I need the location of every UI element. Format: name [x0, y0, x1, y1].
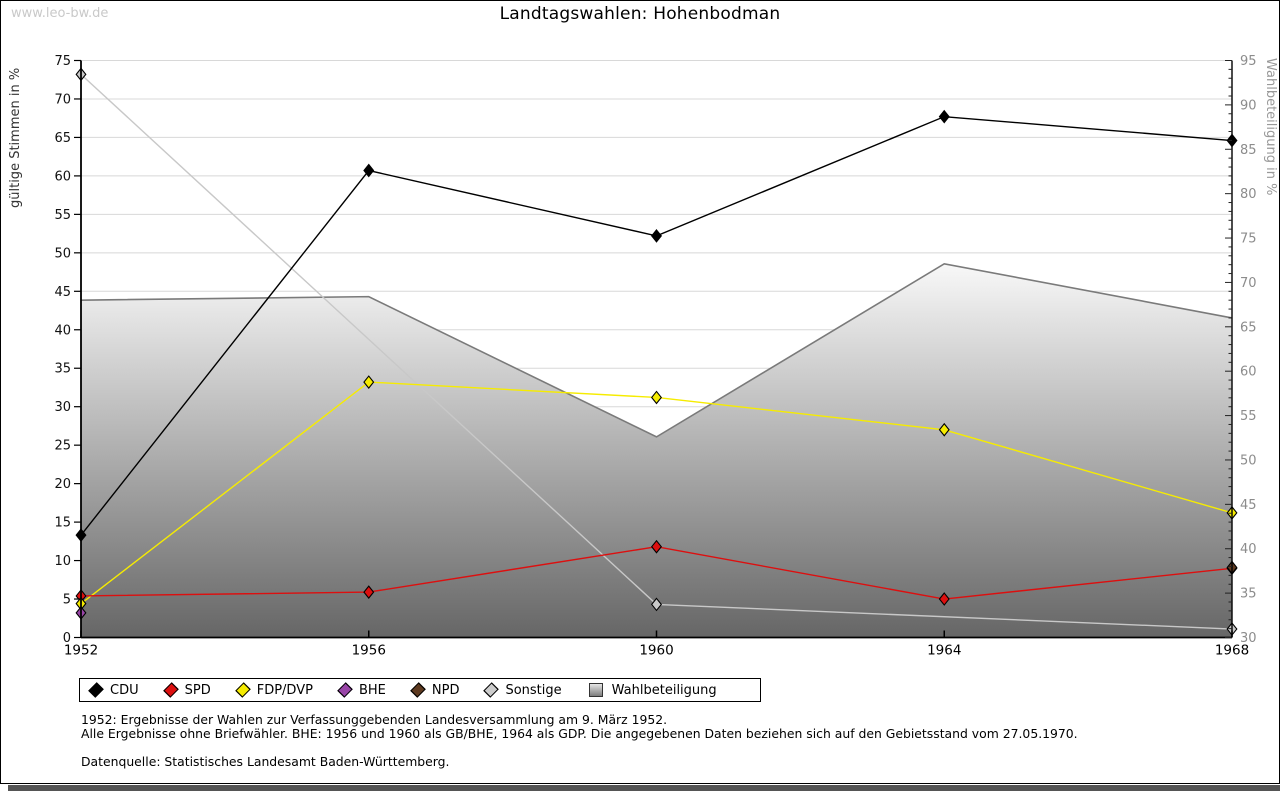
legend-diamond-icon: [88, 682, 104, 698]
y-axis-left-tick-label: 5: [63, 593, 71, 608]
y-axis-right-title: Wahlbeteiligung in %: [1263, 58, 1278, 196]
footnotes: 1952: Ergebnisse der Wahlen zur Verfassu…: [81, 713, 1078, 769]
legend-item-label: SPD: [184, 682, 211, 698]
y-axis-left-title: gültige Stimmen in %: [8, 67, 23, 208]
x-axis-year-label: 1968: [1215, 643, 1249, 659]
y-axis-right-tick-label: 40: [1240, 542, 1257, 557]
y-axis-right-tick-label: 30: [1240, 631, 1257, 646]
legend-item-label: NPD: [431, 682, 460, 698]
data-point-cdu-1964: [938, 109, 950, 124]
footnote-source: Datenquelle: Statistisches Landesamt Bad…: [81, 754, 450, 769]
legend-item-wahlbeteiligung: Wahlbeteiligung: [588, 682, 717, 698]
watermark-link: www.leo-bw.de: [11, 6, 109, 21]
y-axis-left-tick-label: 55: [54, 208, 71, 223]
legend-gradient-swatch-icon: [588, 683, 603, 697]
legend-item-label: BHE: [358, 682, 386, 698]
y-axis-left-tick-label: 45: [54, 285, 71, 300]
y-axis-left-tick-label: 20: [54, 477, 71, 492]
data-point-cdu-1960: [650, 229, 663, 243]
data-point-cdu-1956: [363, 163, 375, 178]
legend-item-label: CDU: [110, 682, 139, 698]
y-axis-right-tick-label: 95: [1240, 54, 1257, 69]
chart-title: Landtagswahlen: Hohenbodman: [499, 4, 781, 24]
y-axis-left-tick-label: 0: [63, 631, 71, 646]
legend-item-bhe: BHE: [337, 682, 386, 698]
x-axis-year-label: 1964: [927, 643, 961, 659]
y-axis-right-tick-label: 45: [1240, 498, 1257, 513]
y-axis-right-tick-label: 50: [1240, 453, 1257, 468]
legend-item-label: FDP/DVP: [256, 682, 313, 698]
y-axis-left-tick-label: 70: [54, 92, 71, 107]
legend-item-cdu: CDU: [88, 682, 139, 698]
legend-item-fdp-dvp: FDP/DVP: [234, 682, 313, 698]
legend-diamond-icon: [410, 682, 426, 698]
legend-diamond-icon: [234, 682, 251, 698]
y-axis-right-tick-label: 80: [1240, 187, 1257, 202]
legend: CDU SPD FDP/DVP BHE NPD Sonstige Wahlbeteiligu…: [79, 678, 761, 702]
x-axis-year-label: 1952: [64, 643, 98, 659]
data-point-spd-1964: [938, 592, 950, 606]
y-axis-left-tick-label: 40: [54, 323, 71, 338]
y-axis-left-tick-label: 50: [54, 246, 71, 261]
y-axis-left-tick-label: 10: [54, 554, 71, 569]
y-axis-right-tick-label: 60: [1240, 365, 1257, 380]
data-point-sonstige-1960: [650, 597, 663, 612]
y-axis-left-tick-label: 15: [54, 516, 71, 531]
y-axis-right-tick-label: 35: [1240, 587, 1257, 602]
legend-diamond-icon: [337, 682, 353, 698]
data-point-spd-1960: [650, 539, 663, 554]
plot-area: 0 5 10 15 20 25 30 35 40 45 50 55 60 65 70 75 30 35 40 45 50…: [54, 54, 1257, 659]
footnote-line-2: Alle Ergebnisse ohne Briefwähler. BHE: 1…: [81, 726, 1078, 741]
y-axis-left-tick-label: 30: [54, 400, 71, 415]
y-axis-right-tick-label: 90: [1240, 98, 1257, 113]
x-axis-year-label: 1960: [639, 643, 673, 659]
footnote-line-1: 1952: Ergebnisse der Wahlen zur Verfassu…: [81, 712, 668, 727]
legend-item-label: Sonstige: [505, 682, 562, 698]
y-axis-right-tick-label: 70: [1240, 276, 1257, 291]
legend-item-label: Wahlbeteiligung: [611, 682, 717, 698]
data-point-spd-1956: [363, 585, 375, 599]
bottom-shadow-bar: [8, 785, 1280, 791]
y-axis-left-tick-label: 60: [54, 169, 71, 184]
legend-diamond-icon: [483, 682, 500, 698]
legend-item-spd: SPD: [162, 682, 211, 698]
y-axis-left-tick-label: 35: [54, 362, 71, 377]
turnout-area: [81, 263, 1232, 638]
x-axis-year-label: 1956: [352, 643, 386, 659]
data-point-fdp-dvp-1964: [938, 422, 950, 437]
y-axis-left-tick-label: 25: [54, 439, 71, 454]
y-axis-left-tick-label: 75: [54, 54, 71, 69]
data-point-fdp-dvp-1960: [650, 390, 663, 405]
legend-diamond-icon: [162, 682, 179, 698]
legend-item-sonstige: Sonstige: [483, 682, 562, 698]
turnout-area-border: [80, 262, 1233, 438]
y-axis-right-tick-label: 75: [1240, 232, 1257, 247]
data-point-fdp-dvp-1956: [363, 375, 375, 389]
y-axis-left-tick-label: 65: [54, 131, 71, 146]
y-axis-right-tick-label: 65: [1240, 320, 1257, 335]
y-axis-right-tick-label: 55: [1240, 409, 1257, 424]
legend-item-npd: NPD: [410, 682, 460, 698]
y-axis-right-tick-label: 85: [1240, 143, 1257, 158]
